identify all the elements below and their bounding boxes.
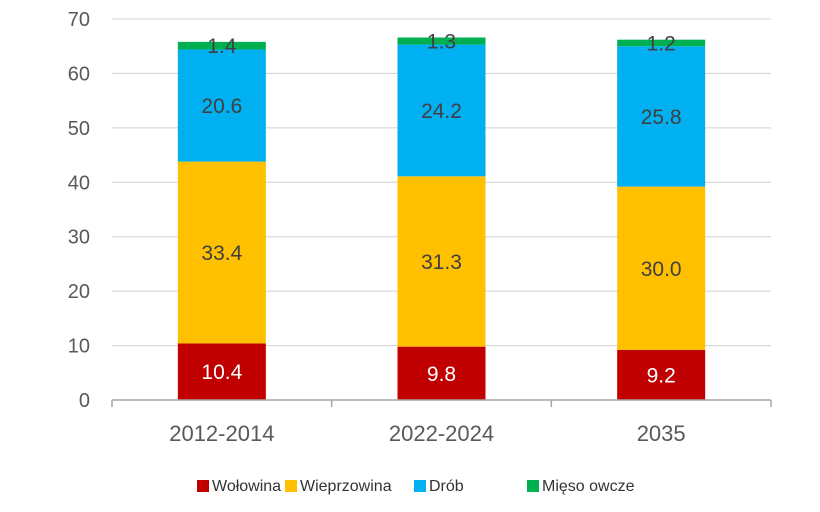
- bar-segment: [397, 176, 486, 347]
- y-tick-label: 0: [79, 390, 90, 412]
- bar-segment: [397, 346, 486, 400]
- legend-label: Wieprzowina: [300, 478, 392, 495]
- y-tick-label: 30: [68, 227, 90, 249]
- data-label: 1.2: [647, 32, 676, 55]
- data-label: 20.6: [201, 95, 242, 118]
- bar-segment: [617, 349, 706, 400]
- data-label: 9.2: [647, 364, 676, 387]
- y-tick-label: 20: [68, 281, 90, 303]
- bar-segment: [177, 343, 266, 400]
- legend-label: Mięso owcze: [542, 478, 635, 495]
- data-label: 25.8: [641, 106, 682, 129]
- data-label: 31.3: [421, 251, 462, 274]
- legend-swatch: [527, 480, 539, 492]
- bar-segment: [617, 46, 706, 187]
- y-tick-label: 10: [68, 336, 90, 358]
- x-axis: [111, 399, 772, 407]
- data-label: 24.2: [421, 100, 462, 123]
- bar-segment: [617, 39, 706, 47]
- x-category-label: 2022-2024: [389, 421, 494, 446]
- x-axis-categories: 2012-2014 2022-2024 2035: [169, 421, 685, 446]
- legend-swatch: [197, 480, 209, 492]
- data-label: 33.4: [201, 242, 242, 265]
- x-category-label: 2035: [637, 421, 686, 446]
- bar-segment: [177, 49, 266, 162]
- y-tick-label: 60: [68, 63, 90, 85]
- bar-segment: [177, 161, 266, 344]
- data-label: 30.0: [641, 258, 682, 281]
- data-label: 1.4: [207, 35, 237, 58]
- data-labels: 10.4 33.4 20.6 1.4 9.8 31.3 24.2 1.3 9.2 30.0 25.8…: [201, 31, 681, 388]
- bar-segment: [617, 186, 706, 350]
- legend-swatch: [414, 480, 426, 492]
- bars: [177, 37, 706, 400]
- x-category-label: 2012-2014: [169, 421, 274, 446]
- y-axis-ticks: 0 10 20 30 40 50 60 70: [68, 9, 90, 412]
- legend-label: Wołowina: [212, 478, 281, 495]
- bar-segment: [397, 37, 486, 45]
- legend: Wołowina Wieprzowina Drób Mięso owcze: [197, 478, 635, 495]
- data-label: 9.8: [427, 363, 456, 386]
- y-tick-label: 40: [68, 172, 90, 194]
- legend-label: Drób: [429, 478, 464, 495]
- y-tick-label: 70: [68, 9, 90, 31]
- legend-swatch: [285, 480, 297, 492]
- bar-segment: [397, 44, 486, 177]
- data-label: 1.3: [427, 31, 456, 54]
- y-tick-label: 50: [68, 118, 90, 140]
- bar-segment: [177, 41, 266, 50]
- data-label: 10.4: [201, 361, 242, 384]
